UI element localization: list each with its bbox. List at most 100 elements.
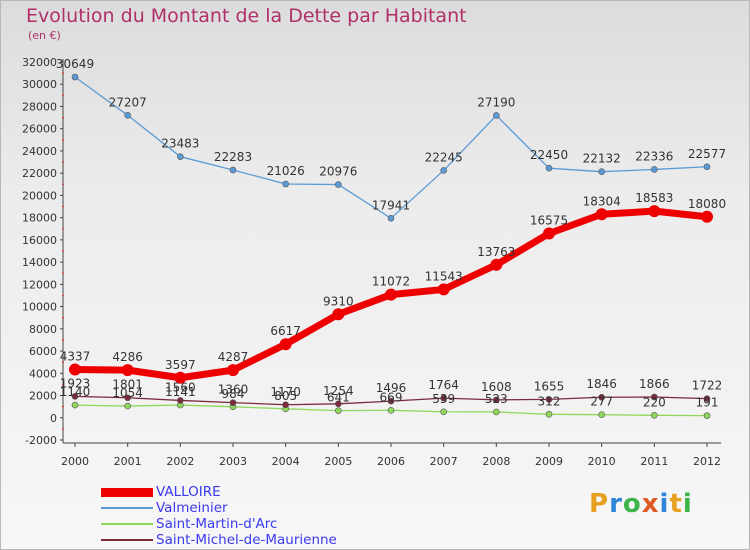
data-point <box>174 371 187 384</box>
logo-letter: P <box>589 489 610 519</box>
data-point <box>121 364 134 377</box>
data-point <box>598 411 605 418</box>
logo-letter: o <box>622 489 642 519</box>
y-tick-label: 28000 <box>22 100 57 113</box>
data-point <box>335 400 342 408</box>
data-point <box>703 163 711 171</box>
data-label: 984 <box>222 387 245 401</box>
y-minor-dot <box>62 205 64 208</box>
y-tick-label: 12000 <box>22 278 57 291</box>
y-tick-label: 14000 <box>22 256 57 269</box>
y-minor-dot <box>62 227 64 230</box>
y-tick-label: 2000 <box>29 390 57 403</box>
y-minor-dot <box>62 272 64 275</box>
data-label: 11543 <box>425 269 463 283</box>
data-point <box>385 288 397 301</box>
data-point <box>124 111 131 119</box>
data-label: 21026 <box>267 164 305 178</box>
data-label: 17941 <box>372 198 410 212</box>
y-minor-dot <box>62 339 64 341</box>
data-label: 13763 <box>477 245 515 259</box>
y-tick-label: 22000 <box>22 167 57 180</box>
data-label: 523 <box>485 392 508 406</box>
data-point <box>387 215 395 222</box>
data-label: 20976 <box>319 165 357 179</box>
data-label: 1801 <box>112 378 143 392</box>
data-label: 1140 <box>60 385 91 399</box>
data-point <box>493 396 500 404</box>
data-point <box>282 401 289 409</box>
x-tick-label: 2008 <box>482 455 510 468</box>
x-tick-label: 2005 <box>324 455 352 468</box>
data-label: 1722 <box>692 379 723 393</box>
y-minor-dot <box>62 161 64 163</box>
data-label: 220 <box>643 395 666 409</box>
y-minor-dot <box>62 183 64 186</box>
data-point <box>229 399 237 406</box>
logo-letter: t <box>669 489 683 519</box>
data-point <box>279 338 292 351</box>
data-label: 1764 <box>428 378 459 392</box>
data-label: 1923 <box>60 376 91 390</box>
data-label: 669 <box>380 390 403 404</box>
data-label: 1170 <box>270 385 301 399</box>
data-point <box>598 393 605 401</box>
legend-swatch <box>101 507 153 509</box>
y-tick-label: 18000 <box>22 212 57 225</box>
data-point <box>703 395 711 402</box>
y-minor-dot <box>62 116 64 119</box>
y-minor-dot <box>62 405 64 408</box>
data-label: 4337 <box>60 350 91 364</box>
data-label: 641 <box>327 391 350 405</box>
data-label: 277 <box>590 395 613 409</box>
x-tick-label: 2001 <box>114 455 142 468</box>
data-label: 27207 <box>109 95 147 109</box>
y-minor-dot <box>62 316 64 319</box>
data-point <box>335 407 342 414</box>
y-minor-dot <box>62 361 64 364</box>
data-label: 1608 <box>481 380 512 394</box>
x-tick-label: 2003 <box>219 455 247 468</box>
data-point <box>545 410 553 418</box>
legend-swatch <box>101 539 153 541</box>
data-label: 1560 <box>165 380 196 394</box>
data-label: 6617 <box>270 324 301 338</box>
data-point <box>177 397 184 404</box>
data-point <box>648 205 661 218</box>
data-label: 22245 <box>425 150 463 164</box>
chart-title: Evolution du Montant de la Dette par Hab… <box>26 5 467 27</box>
data-label: 18080 <box>688 197 726 211</box>
data-point <box>651 393 658 401</box>
data-label: 1141 <box>165 385 196 399</box>
data-point <box>71 73 79 81</box>
y-minor-dot <box>62 138 64 141</box>
data-point <box>282 180 289 188</box>
data-label: 805 <box>274 389 297 403</box>
data-point <box>703 412 711 419</box>
x-tick-label: 2011 <box>640 455 668 468</box>
data-label: 4286 <box>112 350 143 364</box>
proxiti-logo: Proxiti <box>589 489 693 519</box>
legend-label: Saint-Michel-de-Maurienne <box>156 532 337 548</box>
data-label: 1846 <box>586 377 617 391</box>
y-minor-dot <box>62 383 64 386</box>
data-point <box>545 396 553 403</box>
legend-swatch <box>101 523 153 525</box>
data-label: 1655 <box>534 379 565 393</box>
logo-letter: i <box>682 489 693 519</box>
y-minor-dot <box>62 294 64 297</box>
data-point <box>71 393 79 400</box>
data-label: 30649 <box>56 57 94 71</box>
data-point <box>651 412 658 419</box>
y-tick-label: 30000 <box>22 78 57 91</box>
x-tick-label: 2012 <box>693 455 721 468</box>
data-point <box>490 258 503 271</box>
data-label: 18304 <box>583 194 621 208</box>
y-tick-label: -2000 <box>25 434 57 447</box>
data-point <box>69 363 81 376</box>
x-tick-label: 2007 <box>430 455 458 468</box>
data-point <box>493 408 500 416</box>
data-label: 16575 <box>530 213 568 227</box>
